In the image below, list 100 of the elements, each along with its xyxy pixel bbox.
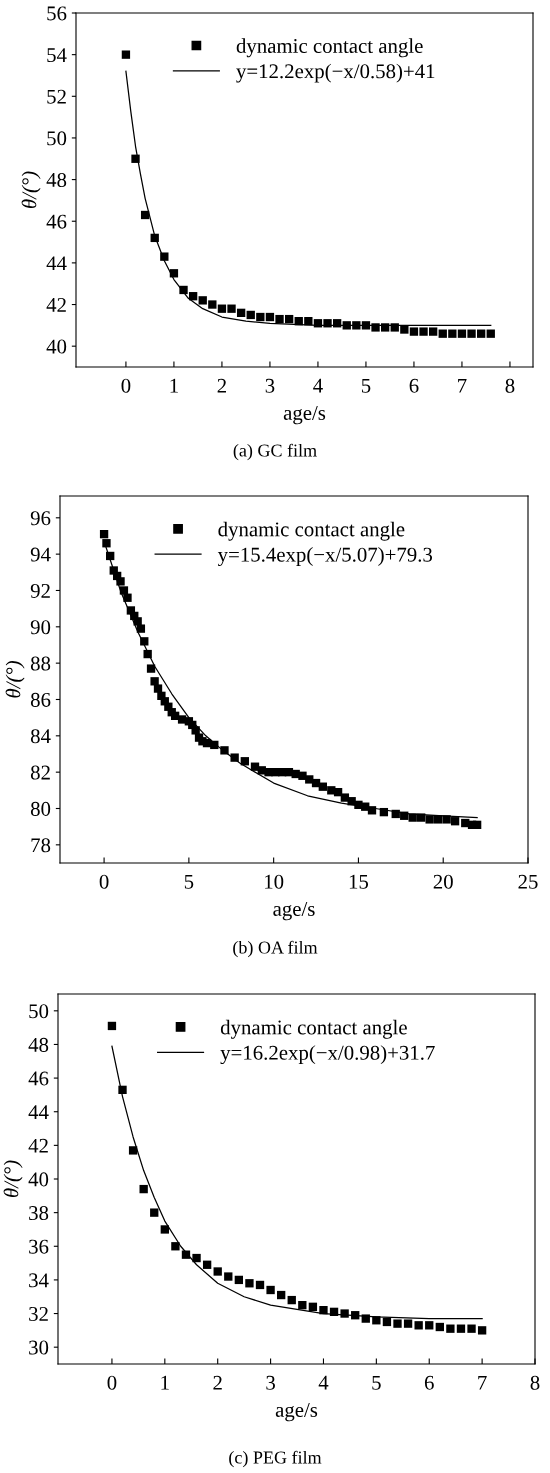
point xyxy=(476,329,486,338)
x-tick-label: 0 xyxy=(99,874,109,889)
y-tick-label: 38 xyxy=(29,1206,49,1221)
point xyxy=(351,1311,360,1320)
point xyxy=(198,296,207,305)
y-tick-label: 46 xyxy=(46,214,67,229)
x-tick-label: 15 xyxy=(349,874,369,889)
text: (c) PEG film xyxy=(229,1450,322,1468)
point xyxy=(304,317,313,326)
y-tick-label: 82 xyxy=(30,765,50,780)
point xyxy=(308,1302,318,1311)
point xyxy=(477,1326,487,1335)
point xyxy=(361,321,371,330)
point xyxy=(332,319,342,328)
point xyxy=(208,300,217,309)
x-axis-title: age/s xyxy=(275,1403,318,1422)
x-tick-label: 4 xyxy=(318,1375,329,1390)
y-tick-label: 54 xyxy=(47,48,67,63)
point xyxy=(419,327,428,336)
x-tick-label: 6 xyxy=(424,1375,434,1390)
y-tick-label: 92 xyxy=(30,583,50,598)
legend-label: dynamic contact angle xyxy=(218,521,405,541)
y-tick-label: 40 xyxy=(28,1172,49,1187)
point xyxy=(313,319,323,328)
y-tick-label: 52 xyxy=(47,89,66,104)
point xyxy=(380,323,390,332)
point xyxy=(319,1306,328,1315)
x-tick-label: 5 xyxy=(361,378,371,393)
x-tick-label: 5 xyxy=(372,1375,381,1390)
y-tick-label: 34 xyxy=(29,1273,49,1288)
y-tick-label: 90 xyxy=(30,620,51,635)
x-tick-label: 3 xyxy=(265,378,275,393)
x-tick-label: 4 xyxy=(313,378,323,393)
y-tick-label: 96 xyxy=(30,511,51,526)
y-tick-label: 44 xyxy=(28,1105,49,1119)
point xyxy=(224,1272,233,1281)
point xyxy=(294,317,303,326)
point xyxy=(255,1280,265,1290)
point xyxy=(287,1295,296,1305)
x-tick-label: 8 xyxy=(530,1375,540,1390)
x-tick-label: 25 xyxy=(518,874,538,889)
point xyxy=(139,1184,148,1194)
y-tick-label: 36 xyxy=(29,1239,49,1254)
y-tick-label: 48 xyxy=(28,1037,49,1052)
y-tick-label: 44 xyxy=(46,256,67,271)
y-axis-title: θ/(°) xyxy=(5,661,25,698)
point xyxy=(393,1319,402,1328)
point xyxy=(160,1225,169,1234)
legend-label: y=15.4exp(−x/5.07)+79.3 xyxy=(217,547,433,566)
point xyxy=(329,1307,339,1317)
text: (a) GC film xyxy=(233,443,317,461)
point xyxy=(188,292,198,301)
point xyxy=(284,314,294,324)
point xyxy=(171,1242,180,1251)
point xyxy=(409,327,419,336)
x-tick-label: 0 xyxy=(121,378,131,393)
x-tick-label: 7 xyxy=(478,1375,487,1390)
point xyxy=(245,1279,254,1288)
point xyxy=(246,310,255,320)
y-tick-label: 40 xyxy=(46,339,67,354)
point xyxy=(169,269,179,278)
point xyxy=(435,1322,444,1332)
x-tick-label: 8 xyxy=(505,378,515,393)
point xyxy=(403,1319,413,1328)
x-tick-label: 2 xyxy=(213,1375,222,1390)
x-tick-label: 20 xyxy=(433,874,453,889)
point xyxy=(277,1290,286,1300)
y-tick-label: 84 xyxy=(30,729,51,744)
x-tick-label: 1 xyxy=(161,1375,169,1390)
point xyxy=(150,233,159,243)
point xyxy=(486,329,495,338)
point xyxy=(446,1324,455,1333)
point xyxy=(118,1085,127,1095)
x-tick-label: 5 xyxy=(184,874,194,889)
point xyxy=(217,304,227,313)
x-tick-label: 3 xyxy=(266,1375,275,1390)
y-tick-label: 94 xyxy=(30,547,51,562)
point xyxy=(192,1253,201,1263)
y-axis-title: θ/(°) xyxy=(3,1160,23,1198)
point xyxy=(298,1300,307,1310)
y-axis-title: θ/(°) xyxy=(21,171,41,209)
point xyxy=(275,314,284,324)
y-tick-label: 50 xyxy=(47,131,67,146)
point xyxy=(352,321,361,330)
point xyxy=(234,1275,244,1285)
point xyxy=(227,304,236,313)
point xyxy=(390,323,399,332)
y-tick-label: 42 xyxy=(28,1138,48,1153)
point xyxy=(425,1321,434,1330)
point xyxy=(236,308,246,318)
point xyxy=(361,1314,370,1323)
point xyxy=(181,1250,191,1259)
y-tick-label: 42 xyxy=(46,297,66,312)
x-tick-label: 2 xyxy=(217,378,226,393)
y-tick-label: 30 xyxy=(29,1340,49,1355)
point xyxy=(371,323,380,332)
legend-label: y=12.2exp(−x/0.58)+41 xyxy=(236,63,435,83)
point xyxy=(128,1146,138,1155)
legend-label: dynamic contact angle xyxy=(220,1019,407,1039)
point xyxy=(467,1324,476,1333)
